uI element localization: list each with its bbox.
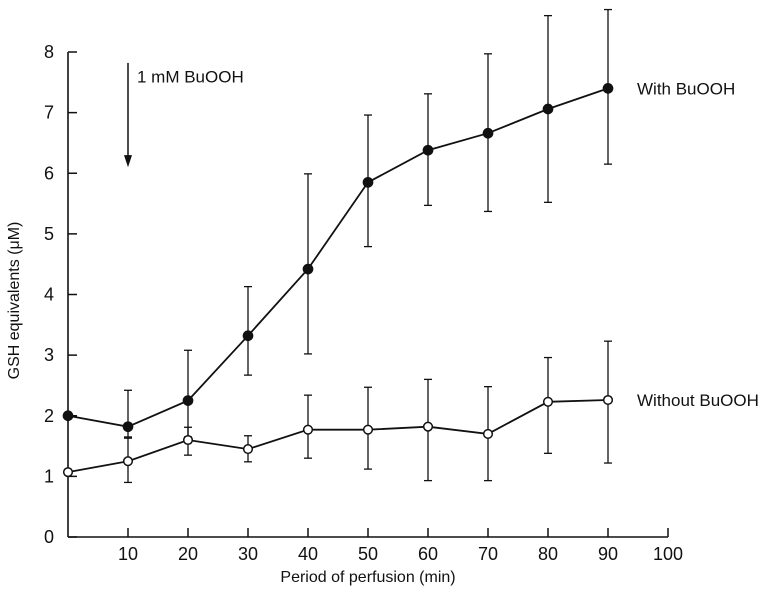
x-tick-label: 60 bbox=[418, 544, 438, 564]
x-tick-label: 70 bbox=[478, 544, 498, 564]
y-tick-label: 7 bbox=[44, 103, 54, 123]
series-lines bbox=[67, 87, 609, 473]
series-label-with-buooh: With BuOOH bbox=[637, 79, 735, 98]
data-point-filled bbox=[302, 263, 314, 275]
data-point-filled bbox=[482, 127, 494, 139]
y-tick-label: 4 bbox=[44, 285, 54, 305]
data-point-open bbox=[482, 428, 494, 439]
data-point-filled bbox=[542, 103, 554, 115]
data-point-open bbox=[182, 434, 194, 446]
x-tick-label: 30 bbox=[238, 544, 258, 564]
x-tick-label: 10 bbox=[118, 544, 138, 564]
ticks: 10 20 30 40 50 60 70 80 90 100 0 1 2 3 4 5 6 7 8 bbox=[44, 42, 683, 564]
data-point-open bbox=[302, 424, 314, 435]
data-point-filled bbox=[362, 176, 374, 188]
labels: Period of perfusion (min) GSH equivalent… bbox=[6, 62, 759, 586]
data-point-open bbox=[602, 394, 614, 406]
data-point-filled bbox=[182, 395, 194, 406]
y-tick-label: 3 bbox=[44, 345, 54, 365]
x-tick-label: 90 bbox=[598, 544, 618, 564]
data-points bbox=[62, 83, 614, 478]
x-tick-label: 100 bbox=[653, 544, 683, 564]
y-tick-label: 6 bbox=[44, 163, 54, 183]
series-line-without-buooh bbox=[67, 399, 609, 473]
data-point-open bbox=[362, 424, 374, 435]
series-line-with-buooh bbox=[67, 87, 609, 428]
y-tick-label: 5 bbox=[44, 224, 54, 244]
data-point-filled bbox=[602, 83, 614, 94]
y-tick-label: 0 bbox=[44, 527, 54, 547]
x-tick-label: 80 bbox=[538, 544, 558, 564]
data-point-open bbox=[62, 467, 74, 478]
x-tick-label: 50 bbox=[358, 544, 378, 564]
data-point-open bbox=[242, 444, 254, 455]
annotation-arrowhead bbox=[124, 155, 132, 168]
data-point-filled bbox=[122, 421, 134, 433]
data-point-filled bbox=[62, 410, 74, 422]
x-axis-label: Period of perfusion (min) bbox=[280, 569, 455, 586]
data-point-open bbox=[422, 421, 434, 432]
x-tick-label: 20 bbox=[178, 544, 198, 564]
y-tick-label: 2 bbox=[44, 406, 54, 426]
y-tick-label: 1 bbox=[44, 466, 54, 486]
series-label-without-buooh: Without BuOOH bbox=[637, 391, 759, 410]
data-point-open bbox=[542, 396, 554, 407]
data-point-filled bbox=[242, 330, 254, 342]
annotation-label: 1 mM BuOOH bbox=[137, 67, 244, 86]
x-tick-label: 40 bbox=[298, 544, 318, 564]
y-tick-label: 8 bbox=[44, 42, 54, 62]
y-axis-label: GSH equivalents (μM) bbox=[6, 222, 23, 380]
data-point-open bbox=[122, 456, 134, 467]
data-point-filled bbox=[422, 144, 434, 156]
